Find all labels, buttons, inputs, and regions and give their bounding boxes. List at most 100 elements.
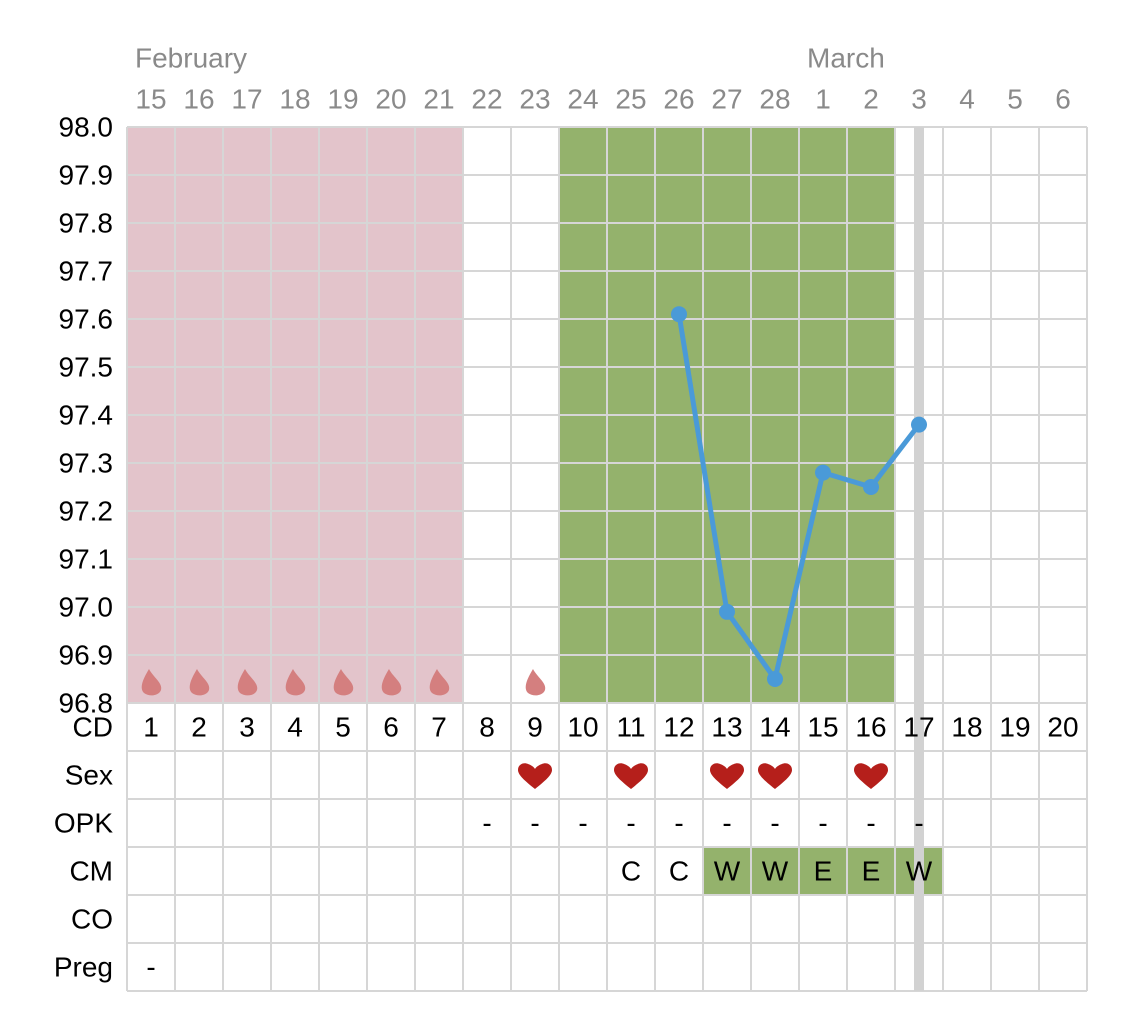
date-label: 1 — [815, 83, 831, 114]
opk-entry: - — [818, 807, 827, 838]
opk-entry: - — [626, 807, 635, 838]
cycle-day: 16 — [855, 711, 886, 742]
opk-entry: - — [722, 807, 731, 838]
date-label: 18 — [279, 83, 310, 114]
period-drop — [525, 669, 546, 696]
temperature-point — [911, 416, 927, 433]
date-label: 15 — [135, 83, 166, 114]
cycle-day: 3 — [239, 711, 255, 742]
heart — [614, 763, 648, 789]
cycle-day: 14 — [759, 711, 790, 742]
y-tick-label: 96.8 — [59, 687, 114, 718]
y-tick-label: 97.1 — [59, 543, 114, 574]
cycle-day: 7 — [431, 711, 447, 742]
y-tick-label: 97.4 — [59, 399, 114, 430]
heart — [710, 763, 744, 789]
period-drop — [141, 669, 162, 696]
row-label: Preg — [54, 951, 113, 982]
month-label: March — [807, 42, 885, 73]
temperature-point — [767, 671, 783, 687]
row-label: OPK — [54, 807, 113, 838]
cycle-day: 11 — [616, 711, 645, 742]
y-tick-label: 97.9 — [59, 159, 114, 190]
date-label: 16 — [183, 83, 214, 114]
opk-entry: - — [578, 807, 587, 838]
cm-shade — [751, 847, 799, 895]
temperature-point — [863, 479, 879, 495]
cycle-day: 12 — [663, 711, 694, 742]
y-tick-label: 97.6 — [59, 303, 114, 334]
row-label: CM — [69, 855, 113, 886]
cm-entry: C — [669, 855, 689, 886]
cm-entry: W — [762, 855, 789, 886]
period-drop — [333, 669, 354, 696]
cm-entry: C — [621, 855, 641, 886]
row-label: Sex — [65, 759, 113, 790]
cm-entry: W — [906, 855, 933, 886]
date-label: 26 — [663, 83, 694, 114]
opk-entry: - — [674, 807, 683, 838]
cycle-day: 2 — [191, 711, 207, 742]
today-marker — [914, 127, 924, 991]
row-label: CO — [71, 903, 113, 934]
cycle-day: 1 — [143, 711, 159, 742]
date-label: 25 — [615, 83, 646, 114]
period-drop — [237, 669, 258, 696]
date-label: 3 — [911, 83, 927, 114]
opk-entry: - — [914, 807, 923, 838]
cycle-day: 13 — [711, 711, 742, 742]
date-label: 22 — [471, 83, 502, 114]
opk-entry: - — [530, 807, 539, 838]
heart — [854, 763, 888, 789]
cm-shade — [799, 847, 847, 895]
period-drop — [189, 669, 210, 696]
month-label: February — [135, 42, 247, 73]
opk-entry: - — [482, 807, 491, 838]
row-label: CD — [73, 711, 113, 742]
temperature-point — [815, 464, 831, 481]
period-drop — [429, 669, 450, 696]
cycle-day: 19 — [999, 711, 1030, 742]
y-tick-label: 97.0 — [59, 591, 114, 622]
cycle-day: 5 — [335, 711, 351, 742]
cycle-day: 8 — [479, 711, 495, 742]
cm-entry: W — [714, 855, 741, 886]
heart — [518, 763, 552, 789]
date-label: 23 — [519, 83, 550, 114]
date-label: 28 — [759, 83, 790, 114]
y-tick-label: 97.3 — [59, 447, 114, 478]
cycle-day: 20 — [1047, 711, 1078, 742]
cycle-day: 6 — [383, 711, 399, 742]
temperature-line — [676, 313, 921, 682]
date-label: 27 — [711, 83, 742, 114]
cycle-day: 18 — [951, 711, 982, 742]
cm-shade — [703, 847, 751, 895]
date-label: 21 — [423, 83, 454, 114]
cycle-day: 10 — [567, 711, 598, 742]
opk-entry: - — [866, 807, 875, 838]
temperature-point — [719, 603, 735, 620]
cycle-day: 9 — [527, 711, 543, 742]
y-tick-label: 97.2 — [59, 495, 114, 526]
temperature-point — [671, 306, 687, 323]
y-tick-label: 98.0 — [59, 111, 114, 142]
date-label: 5 — [1007, 83, 1023, 114]
cm-entry: E — [814, 855, 833, 886]
date-label: 24 — [567, 83, 598, 114]
preg-entry: - — [146, 951, 155, 982]
date-label: 2 — [863, 83, 879, 114]
y-tick-label: 96.9 — [59, 639, 114, 670]
cm-entry: E — [862, 855, 881, 886]
date-label: 17 — [231, 83, 262, 114]
date-label: 20 — [375, 83, 406, 114]
cycle-day: 4 — [287, 711, 303, 742]
date-label: 4 — [959, 83, 975, 114]
y-tick-label: 97.8 — [59, 207, 114, 238]
cycle-day: 17 — [903, 711, 934, 742]
date-label: 6 — [1055, 83, 1071, 114]
date-label: 19 — [327, 83, 358, 114]
opk-entry: - — [770, 807, 779, 838]
cycle-day: 15 — [807, 711, 838, 742]
period-drop — [381, 669, 402, 696]
